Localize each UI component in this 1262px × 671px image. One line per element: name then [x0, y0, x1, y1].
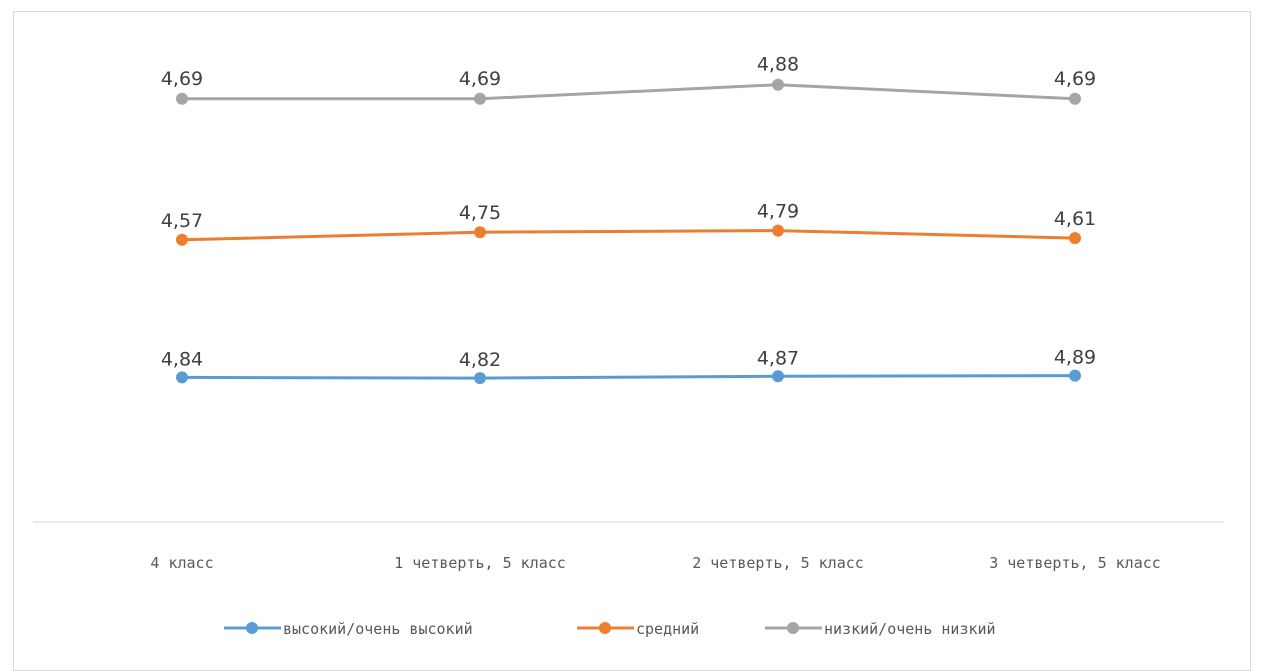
data-label: 4,61 [1054, 208, 1096, 230]
data-point [176, 92, 188, 105]
data-point [772, 78, 784, 91]
data-point [176, 233, 188, 246]
legend-item: низкий/очень низкий [765, 620, 996, 638]
data-label: 4,89 [1054, 347, 1096, 369]
data-point [474, 92, 486, 105]
data-point [772, 224, 784, 237]
series-1: 4,84 4,82 4,87 4,89 [161, 347, 1096, 385]
data-point [474, 372, 486, 385]
category-axis-labels: 4 класс 1 четверть, 5 класс 2 четверть, 5 … [150, 554, 1160, 572]
data-label: 4,79 [757, 201, 799, 223]
series-line [182, 83, 1076, 101]
series-line [181, 374, 1076, 380]
data-label: 4,82 [459, 349, 501, 371]
series-line [181, 229, 1076, 242]
data-label: 4,75 [459, 202, 501, 224]
data-label: 4,87 [757, 347, 799, 369]
data-label: 4,69 [1054, 68, 1096, 90]
legend-dot-marker [599, 622, 611, 634]
data-point [1069, 369, 1081, 382]
data-point [1069, 92, 1081, 105]
legend-dot-marker [787, 622, 799, 634]
chart-frame [13, 11, 1251, 671]
legend-label: средний [636, 620, 699, 638]
series-layer: 4,84 4,82 4,87 4,894,57 4,75 4,79 4,614,69 4,69… [161, 54, 1096, 385]
category-label: 2 четверть, 5 класс [692, 554, 864, 572]
data-point [1069, 232, 1081, 245]
legend: высокий/очень высокий средний низкий/очень… [224, 620, 996, 638]
data-point [772, 370, 784, 383]
data-label: 4,69 [459, 68, 501, 90]
data-point [176, 371, 188, 384]
data-label: 4,69 [161, 68, 203, 90]
data-label: 4,88 [757, 54, 799, 76]
data-point [474, 226, 486, 239]
legend-dot-marker [246, 622, 258, 634]
series-2: 4,57 4,75 4,79 4,61 [161, 201, 1096, 246]
series-3: 4,69 4,69 4,88 4,69 [161, 54, 1096, 105]
data-label: 4,57 [161, 210, 203, 232]
data-label: 4,84 [161, 348, 203, 370]
legend-label: низкий/очень низкий [824, 620, 996, 638]
category-label: 4 класс [150, 554, 213, 572]
category-label: 3 четверть, 5 класс [989, 554, 1161, 572]
legend-item: высокий/очень высокий [224, 620, 473, 638]
legend-item: средний [577, 620, 699, 638]
category-label: 1 четверть, 5 класс [394, 554, 566, 572]
legend-label: высокий/очень высокий [283, 620, 473, 638]
